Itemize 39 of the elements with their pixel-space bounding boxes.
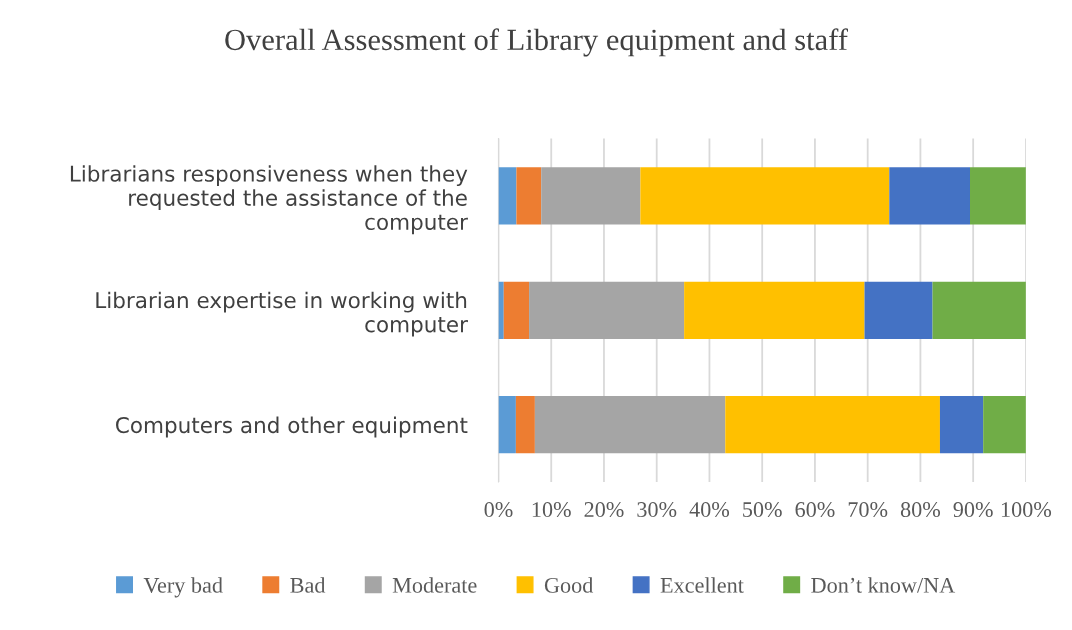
x-tick-label: 0% <box>484 502 513 518</box>
legend-label: Excellent <box>660 577 744 593</box>
x-tick-label: 40% <box>689 502 730 518</box>
bar <box>640 167 890 225</box>
bar <box>684 281 865 339</box>
legend-label: Very bad <box>143 577 223 598</box>
x-tick-label: 90% <box>953 502 993 518</box>
bar <box>503 281 530 339</box>
bar <box>516 167 542 225</box>
bar <box>970 167 1026 225</box>
x-tick-label: 100% <box>1001 502 1052 518</box>
x-tick-label: 80% <box>900 502 941 518</box>
bar <box>889 167 970 225</box>
bar <box>498 167 517 225</box>
y-tick-label: Librarians responsiveness when they requested the assistance of the computer <box>70 165 468 235</box>
bar <box>529 281 685 339</box>
x-tick-label: 20% <box>584 502 624 518</box>
bar <box>515 396 535 454</box>
bar <box>534 396 726 454</box>
x-tick-label: 10% <box>532 502 571 518</box>
y-tick-label: Librarian expertise in working with computer <box>96 291 468 337</box>
bar <box>939 396 984 454</box>
x-tick-label: 60% <box>795 502 835 518</box>
x-tick-label: 30% <box>637 502 677 518</box>
legend-label: Moderate <box>392 577 477 593</box>
bar <box>864 281 933 339</box>
bar <box>932 281 1026 339</box>
bar <box>541 167 641 225</box>
bar <box>725 396 940 454</box>
x-tick-label: 70% <box>848 502 888 518</box>
bar <box>983 396 1026 454</box>
legend-label: Good <box>544 577 594 593</box>
bar <box>498 396 516 454</box>
chart-title: Overall Assessment of Library equipment and staff <box>225 28 848 57</box>
bar <box>498 281 504 339</box>
x-tick-label: 50% <box>743 502 782 518</box>
legend-label: Bad <box>290 577 326 593</box>
y-tick-label: Computers and other equipment <box>116 416 468 438</box>
legend-label: Don’t know/NA <box>811 577 956 593</box>
